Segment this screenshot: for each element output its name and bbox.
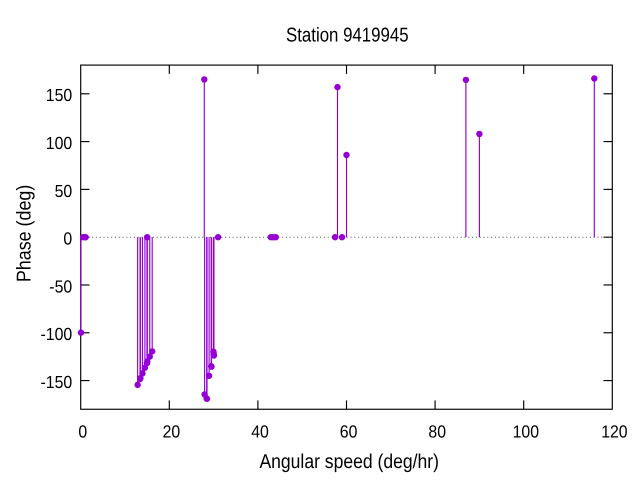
svg-text:-150: -150 <box>41 372 73 392</box>
svg-text:0: 0 <box>78 422 87 442</box>
svg-text:120: 120 <box>601 422 628 442</box>
svg-text:100: 100 <box>513 422 540 442</box>
svg-text:60: 60 <box>340 422 358 442</box>
svg-text:-100: -100 <box>41 324 73 344</box>
svg-text:50: 50 <box>55 181 73 201</box>
svg-text:40: 40 <box>251 422 269 442</box>
svg-text:Phase (deg): Phase (deg) <box>14 185 36 283</box>
svg-text:150: 150 <box>46 85 73 105</box>
svg-text:80: 80 <box>428 422 446 442</box>
svg-text:Angular speed (deg/hr): Angular speed (deg/hr) <box>259 451 439 473</box>
svg-text:0: 0 <box>63 229 72 249</box>
svg-text:20: 20 <box>163 422 181 442</box>
svg-text:-50: -50 <box>49 276 72 296</box>
svg-text:Station 9419945: Station 9419945 <box>286 25 409 47</box>
svg-text:100: 100 <box>46 133 73 153</box>
